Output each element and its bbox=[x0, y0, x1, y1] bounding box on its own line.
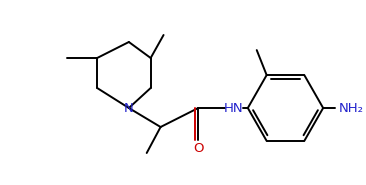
Text: O: O bbox=[193, 142, 203, 156]
Text: N: N bbox=[124, 102, 134, 115]
Text: HN: HN bbox=[224, 102, 244, 115]
Text: NH₂: NH₂ bbox=[339, 102, 363, 115]
